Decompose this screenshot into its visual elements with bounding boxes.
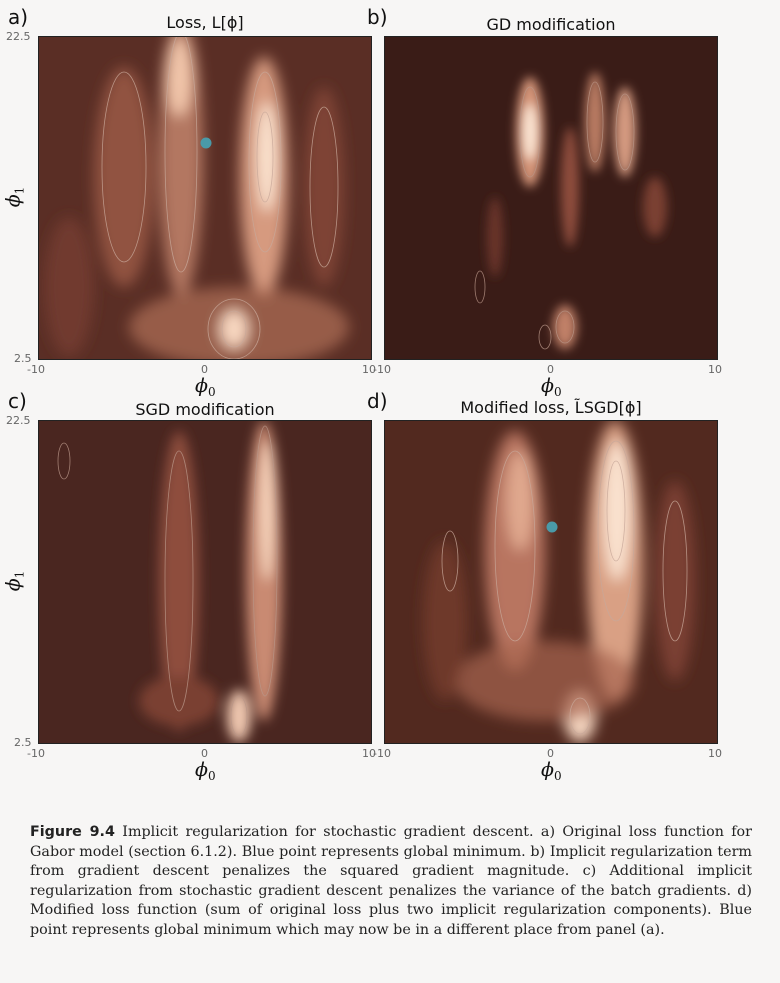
x-tick-right-a: 10 bbox=[362, 363, 376, 376]
x-tick-right-c: 10 bbox=[362, 747, 376, 760]
x-tick-mid-d: 0 bbox=[547, 747, 554, 760]
modified-minimum-point bbox=[546, 521, 558, 533]
panel-b-heatmap bbox=[384, 36, 718, 360]
panel-c-letter: c) bbox=[8, 389, 27, 413]
x-tick-left-c: -10 bbox=[27, 747, 45, 760]
x-tick-mid-a: 0 bbox=[201, 363, 208, 376]
x-tick-left-b: -10 bbox=[373, 363, 391, 376]
y-tick-top-c: 22.5 bbox=[6, 414, 31, 427]
x-tick-mid-b: 0 bbox=[547, 363, 554, 376]
panel-c-heatmap bbox=[38, 420, 372, 744]
figure-caption-text: Implicit regularization for stochastic g… bbox=[30, 824, 753, 938]
modified-loss-surface bbox=[385, 421, 717, 743]
x-tick-mid-c: 0 bbox=[201, 747, 208, 760]
panel-d-heatmap bbox=[384, 420, 718, 744]
y-axis-label-a: ϕ1 bbox=[2, 186, 27, 208]
x-axis-label-c: ϕ0 bbox=[195, 759, 216, 783]
panel-c-title: SGD modification bbox=[135, 400, 275, 419]
panel-a-letter: a) bbox=[8, 5, 29, 29]
panel-a-heatmap bbox=[38, 36, 372, 360]
x-axis-label-d: ϕ0 bbox=[541, 759, 562, 783]
y-tick-bottom-c: 2.5 bbox=[14, 736, 32, 749]
x-tick-left-a: -10 bbox=[27, 363, 45, 376]
y-tick-top-a: 22.5 bbox=[6, 30, 31, 43]
global-minimum-point bbox=[200, 137, 212, 149]
panel-b-title: GD modification bbox=[486, 15, 616, 34]
panel-d-title: Modified loss, L̃SGD[ϕ] bbox=[460, 398, 642, 417]
y-axis-label-c: ϕ1 bbox=[2, 570, 27, 592]
figure-label: Figure 9.4 bbox=[30, 824, 115, 840]
figure-caption: Figure 9.4 Implicit regularization for s… bbox=[30, 823, 752, 941]
x-axis-label-a: ϕ0 bbox=[195, 375, 216, 399]
panel-b-letter: b) bbox=[367, 5, 388, 29]
gd-modification-surface bbox=[385, 37, 717, 359]
panel-d-letter: d) bbox=[367, 389, 388, 413]
panel-a-title: Loss, L[ϕ] bbox=[166, 13, 244, 32]
x-tick-right-d: 10 bbox=[708, 747, 722, 760]
x-axis-label-b: ϕ0 bbox=[541, 375, 562, 399]
x-tick-right-b: 10 bbox=[708, 363, 722, 376]
y-tick-bottom-a: 2.5 bbox=[14, 352, 32, 365]
sgd-modification-surface bbox=[39, 421, 371, 743]
loss-surface bbox=[39, 37, 371, 359]
x-tick-left-d: -10 bbox=[373, 747, 391, 760]
